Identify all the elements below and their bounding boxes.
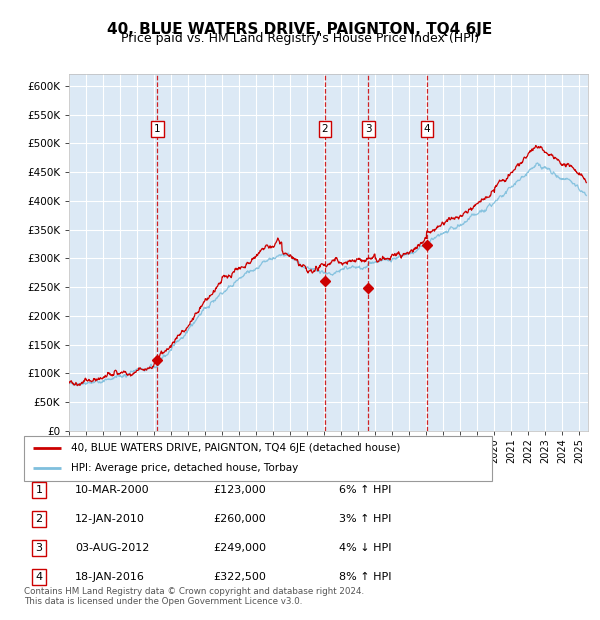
Text: 4: 4 — [35, 572, 43, 582]
Text: Price paid vs. HM Land Registry's House Price Index (HPI): Price paid vs. HM Land Registry's House … — [121, 32, 479, 45]
Text: 2: 2 — [322, 124, 328, 134]
Text: 3: 3 — [365, 124, 371, 134]
Text: 6% ↑ HPI: 6% ↑ HPI — [339, 485, 391, 495]
Text: £249,000: £249,000 — [213, 543, 266, 553]
Text: 40, BLUE WATERS DRIVE, PAIGNTON, TQ4 6JE (detached house): 40, BLUE WATERS DRIVE, PAIGNTON, TQ4 6JE… — [71, 443, 400, 453]
Text: 03-AUG-2012: 03-AUG-2012 — [75, 543, 149, 553]
Text: 18-JAN-2016: 18-JAN-2016 — [75, 572, 145, 582]
Text: £123,000: £123,000 — [213, 485, 266, 495]
Text: £260,000: £260,000 — [213, 514, 266, 524]
Text: 3: 3 — [35, 543, 43, 553]
Text: £322,500: £322,500 — [213, 572, 266, 582]
FancyBboxPatch shape — [24, 436, 492, 480]
Text: 10-MAR-2000: 10-MAR-2000 — [75, 485, 149, 495]
Text: HPI: Average price, detached house, Torbay: HPI: Average price, detached house, Torb… — [71, 463, 298, 474]
Text: 12-JAN-2010: 12-JAN-2010 — [75, 514, 145, 524]
Text: 1: 1 — [35, 485, 43, 495]
Text: 4: 4 — [424, 124, 431, 134]
Text: Contains HM Land Registry data © Crown copyright and database right 2024.
This d: Contains HM Land Registry data © Crown c… — [24, 587, 364, 606]
Text: 3% ↑ HPI: 3% ↑ HPI — [339, 514, 391, 524]
Text: 8% ↑ HPI: 8% ↑ HPI — [339, 572, 391, 582]
Text: 2: 2 — [35, 514, 43, 524]
Text: 4% ↓ HPI: 4% ↓ HPI — [339, 543, 391, 553]
Text: 1: 1 — [154, 124, 161, 134]
Text: 40, BLUE WATERS DRIVE, PAIGNTON, TQ4 6JE: 40, BLUE WATERS DRIVE, PAIGNTON, TQ4 6JE — [107, 22, 493, 37]
